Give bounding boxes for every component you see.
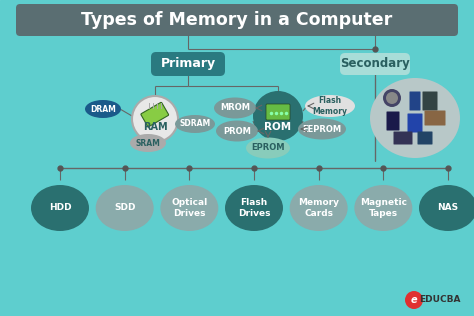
- Text: Magnetic
Tapes: Magnetic Tapes: [360, 198, 407, 218]
- FancyBboxPatch shape: [386, 112, 400, 131]
- Text: Types of Memory in a Computer: Types of Memory in a Computer: [82, 11, 392, 29]
- Text: Primary: Primary: [160, 58, 216, 70]
- Ellipse shape: [246, 137, 290, 159]
- FancyBboxPatch shape: [393, 131, 412, 144]
- Ellipse shape: [175, 115, 215, 133]
- Text: ROM: ROM: [264, 122, 292, 132]
- Text: PROM: PROM: [223, 126, 251, 136]
- Ellipse shape: [216, 120, 258, 142]
- Ellipse shape: [31, 185, 89, 231]
- Text: SDRAM: SDRAM: [179, 119, 210, 129]
- Ellipse shape: [130, 134, 166, 152]
- Ellipse shape: [419, 185, 474, 231]
- FancyBboxPatch shape: [266, 104, 290, 120]
- Text: Secondary: Secondary: [340, 58, 410, 70]
- Circle shape: [253, 91, 303, 141]
- FancyBboxPatch shape: [418, 131, 432, 144]
- Circle shape: [386, 92, 398, 104]
- Ellipse shape: [85, 100, 121, 118]
- Text: EEPROM: EEPROM: [302, 125, 342, 133]
- Text: Optical
Drives: Optical Drives: [171, 198, 208, 218]
- Text: RAM: RAM: [143, 122, 167, 132]
- Text: DRAM: DRAM: [90, 105, 116, 113]
- Ellipse shape: [298, 118, 346, 139]
- Ellipse shape: [160, 185, 219, 231]
- Text: HDD: HDD: [49, 204, 71, 212]
- Ellipse shape: [355, 185, 412, 231]
- Text: SDD: SDD: [114, 204, 136, 212]
- Text: Memory
Cards: Memory Cards: [298, 198, 339, 218]
- Ellipse shape: [370, 78, 460, 158]
- Circle shape: [383, 89, 401, 107]
- Ellipse shape: [225, 185, 283, 231]
- FancyBboxPatch shape: [340, 53, 410, 75]
- Circle shape: [132, 96, 178, 142]
- Ellipse shape: [214, 98, 256, 118]
- Text: e: e: [410, 295, 417, 305]
- Ellipse shape: [96, 185, 154, 231]
- Text: MROM: MROM: [220, 104, 250, 112]
- Text: Flash
Memory: Flash Memory: [312, 96, 347, 116]
- FancyBboxPatch shape: [422, 92, 438, 111]
- FancyBboxPatch shape: [141, 102, 169, 127]
- FancyBboxPatch shape: [16, 4, 458, 36]
- Text: SRAM: SRAM: [136, 138, 160, 148]
- Text: NAS: NAS: [438, 204, 458, 212]
- Text: Flash
Drives: Flash Drives: [238, 198, 270, 218]
- FancyBboxPatch shape: [151, 52, 225, 76]
- FancyBboxPatch shape: [425, 111, 446, 125]
- Text: EDUCBA: EDUCBA: [419, 295, 461, 305]
- FancyBboxPatch shape: [410, 92, 420, 111]
- FancyBboxPatch shape: [408, 113, 422, 132]
- Ellipse shape: [305, 95, 355, 117]
- Ellipse shape: [290, 185, 347, 231]
- Circle shape: [405, 291, 423, 309]
- Text: EPROM: EPROM: [251, 143, 285, 153]
